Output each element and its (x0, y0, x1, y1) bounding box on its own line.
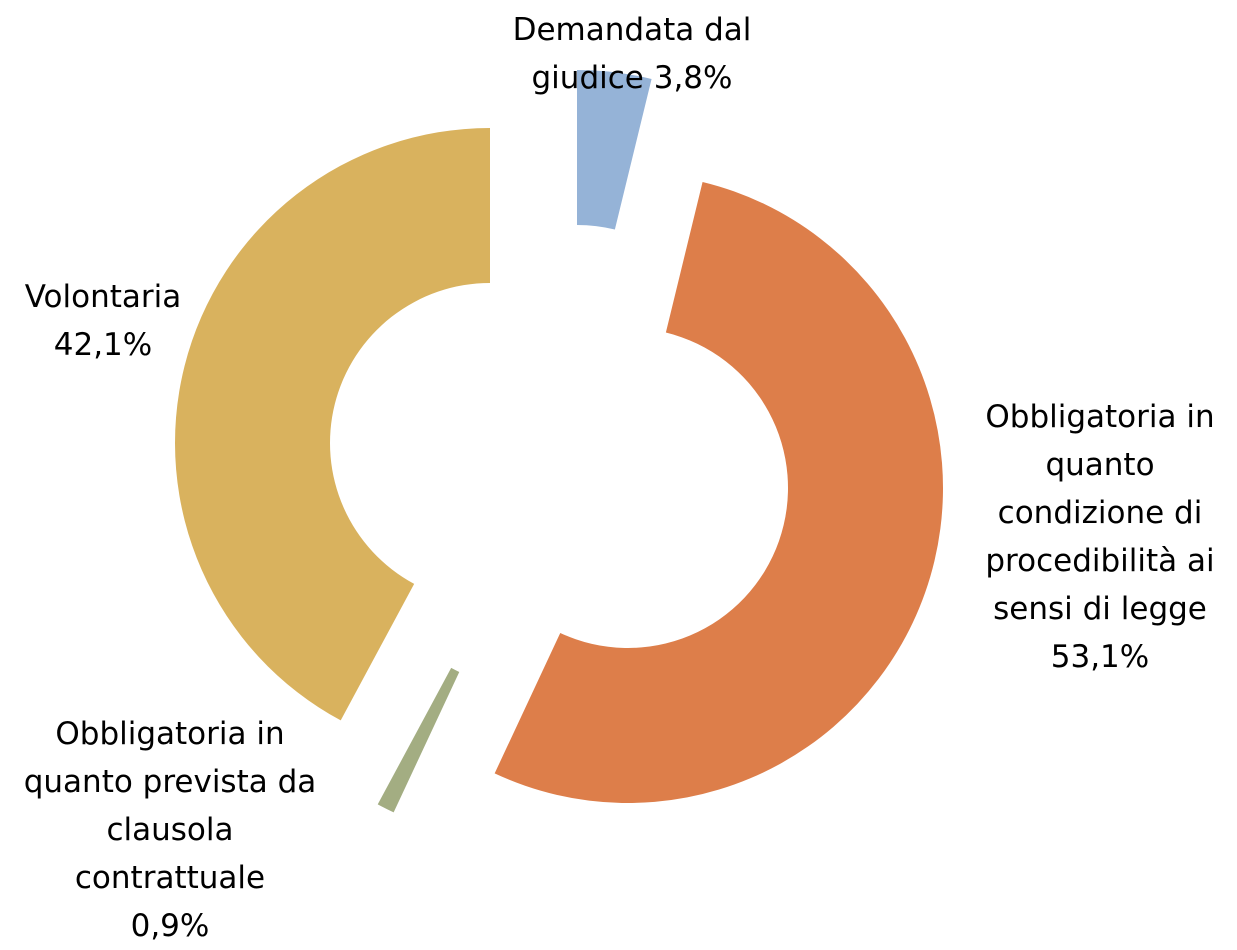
slice (174, 128, 490, 721)
value-label: 53,1% (1050, 639, 1150, 675)
slice (494, 181, 944, 804)
slice (377, 667, 460, 813)
category-label: Demandata dal giudice (512, 12, 752, 96)
slice-label: Obbligatoria in quanto prevista da claus… (20, 710, 320, 950)
value-label: 42,1% (53, 327, 153, 363)
slice (577, 70, 652, 230)
value-label: 0,9% (130, 908, 210, 944)
value-label: 3,8% (653, 60, 733, 96)
slice-label: Obbligatoria in quanto condizione di pro… (962, 393, 1237, 681)
category-label: Obbligatoria in quanto condizione di pro… (985, 399, 1215, 627)
slice-label: Volontaria 42,1% (3, 273, 203, 369)
category-label: Volontaria (24, 279, 182, 315)
category-label: Obbligatoria in quanto prevista da claus… (23, 716, 317, 896)
slice-label: Demandata dal giudice 3,8% (472, 6, 792, 102)
